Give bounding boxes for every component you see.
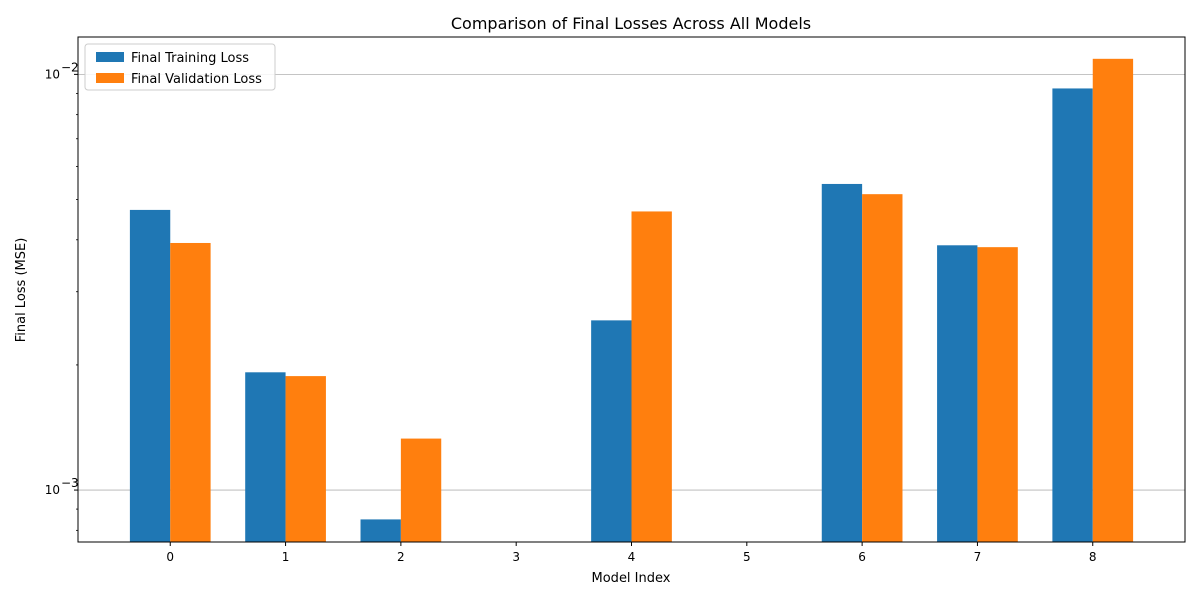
y-axis-ticks: 10−310−2 (45, 60, 79, 531)
x-tick-label-2: 2 (397, 550, 405, 564)
x-tick-label-8: 8 (1089, 550, 1097, 564)
y-tick-exponent-0: −3 (61, 476, 79, 490)
bar-s1-c4 (631, 211, 672, 542)
y-tick-label-0: 10 (45, 483, 60, 497)
legend-label-1: Final Validation Loss (131, 72, 262, 87)
bar-s1-c2 (400, 438, 442, 542)
y-tick-label-1: 10 (45, 67, 60, 81)
bar-s0-c7 (937, 245, 978, 542)
bar-s0-c2 (360, 519, 401, 542)
bar-s1-c7 (977, 247, 1018, 542)
y-axis-label: Final Loss (MSE) (14, 238, 29, 343)
bars (129, 58, 1134, 543)
x-tick-label-1: 1 (282, 550, 290, 564)
x-tick-label-0: 0 (166, 550, 174, 564)
legend-swatch-0 (96, 52, 124, 62)
x-tick-label-5: 5 (743, 550, 751, 564)
bar-s1-c1 (285, 376, 326, 542)
bar-s0-c1 (245, 372, 286, 542)
x-tick-label-7: 7 (974, 550, 982, 564)
x-tick-label-3: 3 (512, 550, 520, 564)
legend-box (84, 43, 276, 91)
bar-s0-c6 (821, 183, 863, 543)
bar-s1-c8 (1092, 58, 1134, 542)
bar-s1-c0 (170, 242, 211, 542)
legend-label-0: Final Training Loss (131, 51, 249, 66)
y-tick-exponent-1: −2 (61, 60, 79, 74)
x-axis-ticks: 0 1 2 3 4 5 6 7 8 (166, 542, 1097, 564)
legend: Final Training Loss Final Validation Loss (84, 43, 276, 91)
bar-s1-c6 (862, 194, 903, 542)
bar-s0-c8 (1052, 88, 1093, 542)
bar-s0-c4 (591, 320, 632, 542)
x-axis-label: Model Index (592, 571, 671, 586)
x-tick-label-6: 6 (858, 550, 866, 564)
chart-title: Comparison of Final Losses Across All Mo… (451, 14, 811, 33)
bar-s0-c0 (129, 209, 171, 543)
legend-swatch-1 (96, 73, 124, 83)
x-tick-label-4: 4 (628, 550, 636, 564)
